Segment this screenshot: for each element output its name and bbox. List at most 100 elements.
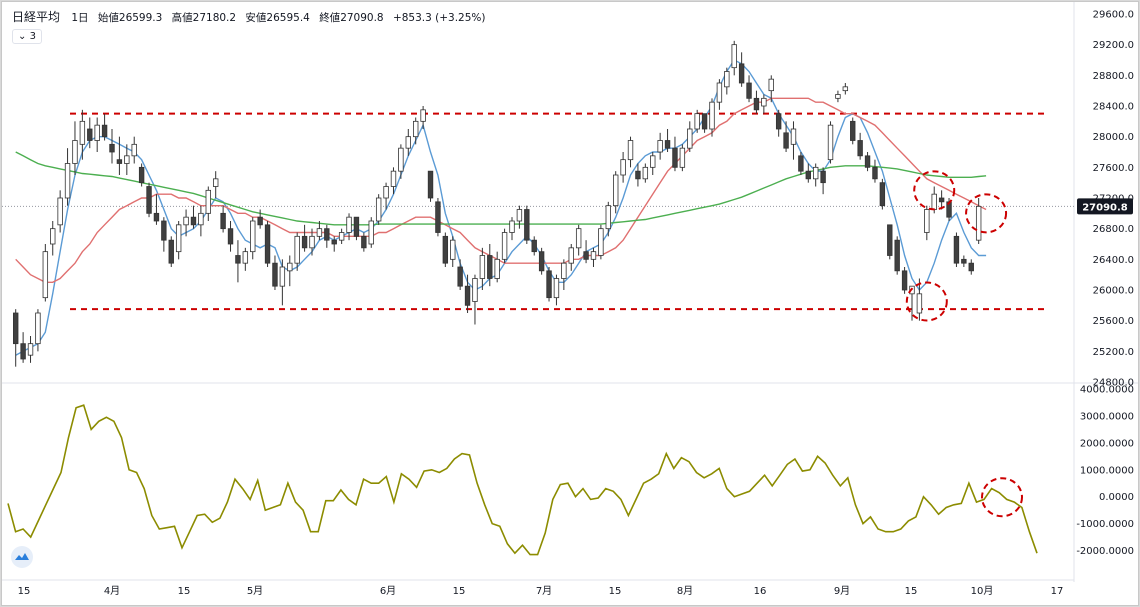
candle-body xyxy=(72,140,78,164)
candle-body xyxy=(109,143,115,153)
candle-body xyxy=(509,220,515,233)
candle-body xyxy=(220,212,226,230)
oscillator-tick-label: 2000.0000 xyxy=(1080,438,1134,449)
oscillator-tick-label: 0.0000 xyxy=(1099,492,1134,503)
candle-body xyxy=(87,128,93,141)
time-tick-label: 4月 xyxy=(104,585,120,597)
candle-body xyxy=(153,212,160,222)
candle-body xyxy=(598,228,604,256)
candle-body xyxy=(242,251,249,264)
candle-body xyxy=(57,197,63,226)
candle-body xyxy=(857,140,863,157)
candle-body xyxy=(753,97,760,111)
annotation-circle xyxy=(913,170,956,211)
candle-body xyxy=(805,170,811,180)
indicators-toggle-button[interactable]: ⌄ 3 xyxy=(12,29,42,44)
candle-body xyxy=(316,228,323,237)
candle-body xyxy=(850,120,856,141)
candle-body xyxy=(309,235,315,249)
candle-body xyxy=(420,109,426,122)
candle-body xyxy=(642,166,649,180)
candle-body xyxy=(116,159,123,164)
time-tick-label: 10月 xyxy=(971,585,994,597)
price-tick-label: 25200.0 xyxy=(1093,347,1134,358)
candle-body xyxy=(457,266,463,287)
price-tick-label: 28800.0 xyxy=(1093,71,1134,82)
candle-body xyxy=(405,136,411,149)
candle-body xyxy=(287,262,293,272)
candle-body xyxy=(435,201,441,233)
candle-body xyxy=(27,343,34,356)
candle-body xyxy=(168,239,174,264)
candle-body xyxy=(20,343,26,360)
time-tick-label: 15 xyxy=(905,586,918,597)
high-value: 27180.2 xyxy=(192,12,237,24)
candle-body xyxy=(79,120,86,145)
candle-body xyxy=(775,113,782,130)
candle-body xyxy=(687,128,693,149)
price-tick-label: 26400.0 xyxy=(1093,255,1134,266)
candle-body xyxy=(887,224,893,256)
candle-body xyxy=(709,101,715,130)
candle-body xyxy=(746,82,752,99)
candle-body xyxy=(798,155,804,172)
candle-body xyxy=(961,258,967,264)
oscillator-tick-label: -2000.0000 xyxy=(1076,546,1134,557)
tradingview-logo-icon[interactable] xyxy=(11,546,33,568)
change-value: +853.3 (+3.25%) xyxy=(392,12,486,24)
interval-label[interactable]: 1日 xyxy=(71,12,89,24)
candle-body xyxy=(279,266,286,287)
candle-body xyxy=(516,209,523,222)
candle-body xyxy=(175,224,182,253)
symbol-name[interactable]: 日経平均 xyxy=(12,10,61,24)
candle-body xyxy=(538,251,545,272)
candle-body xyxy=(827,124,834,161)
price-tick-label: 28400.0 xyxy=(1093,102,1134,113)
candle-body xyxy=(101,124,108,138)
time-tick-label: 15 xyxy=(178,586,191,597)
candle-body xyxy=(131,143,137,157)
candle-body xyxy=(901,270,908,291)
candle-body xyxy=(383,186,389,199)
candle-body xyxy=(561,262,567,279)
candle-body xyxy=(894,239,900,272)
time-tick-label: 7月 xyxy=(536,585,552,597)
last-price-label: 27090.8 xyxy=(1082,202,1128,213)
price-tick-label: 26000.0 xyxy=(1093,286,1134,297)
oscillator-line xyxy=(7,404,1038,556)
candle-body xyxy=(613,174,619,207)
candle-body xyxy=(650,155,656,168)
price-tick-label: 29200.0 xyxy=(1093,40,1134,51)
time-tick-label: 17 xyxy=(1051,586,1064,597)
candle-body xyxy=(627,140,634,161)
candle-body xyxy=(524,209,530,241)
candle-body xyxy=(124,155,130,164)
candle-body xyxy=(494,258,500,279)
candle-body xyxy=(635,170,641,180)
candle-body xyxy=(361,235,367,249)
time-tick-label: 8月 xyxy=(677,585,693,597)
candle-body xyxy=(35,312,41,345)
candle-body xyxy=(13,312,19,345)
candle-body xyxy=(368,220,374,245)
candle-body xyxy=(768,78,774,92)
candle-body xyxy=(161,220,167,241)
candle-body xyxy=(146,186,152,214)
candle-body xyxy=(842,86,849,92)
candle-body xyxy=(427,170,434,199)
candle-body xyxy=(783,132,789,149)
candle-body xyxy=(575,228,582,249)
oscillator-tick-label: -1000.0000 xyxy=(1076,519,1134,530)
candle-body xyxy=(672,147,678,168)
candle-body xyxy=(968,262,974,272)
open-value: 26599.3 xyxy=(118,12,163,24)
candle-body xyxy=(138,166,145,184)
time-tick-label: 15 xyxy=(453,586,466,597)
candle-body xyxy=(413,120,419,138)
candle-body xyxy=(250,220,256,253)
candle-body xyxy=(375,197,382,222)
low-value: 26595.4 xyxy=(266,12,310,24)
candle-body xyxy=(213,178,219,187)
